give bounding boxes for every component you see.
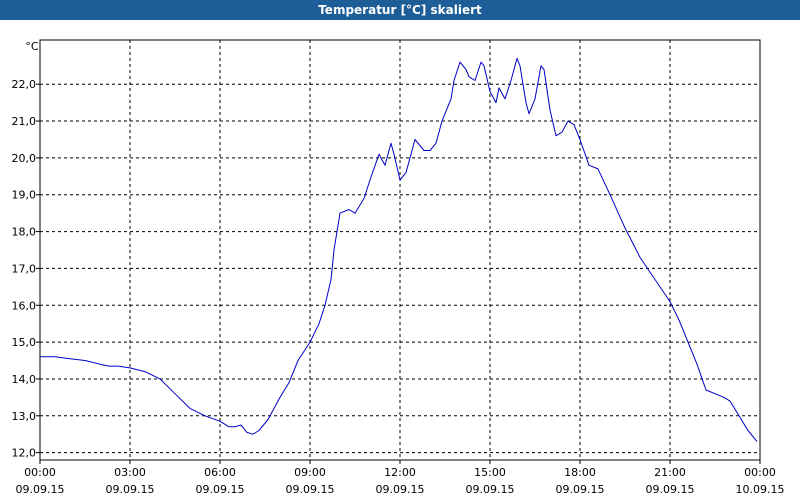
y-tick-label: 13,0	[12, 410, 37, 423]
x-tick-time-label: 00:00	[744, 466, 776, 479]
x-tick-time-label: 18:00	[564, 466, 596, 479]
y-tick-label: 19,0	[12, 189, 37, 202]
y-tick-label: 22,0	[12, 78, 37, 91]
x-tick-date-label: 09.09.15	[556, 483, 605, 496]
x-tick-date-label: 09.09.15	[376, 483, 425, 496]
grid	[40, 40, 760, 460]
x-tick-date-label: 10.09.15	[736, 483, 785, 496]
x-tick-date-label: 09.09.15	[646, 483, 695, 496]
x-tick-time-label: 06:00	[204, 466, 236, 479]
temperature-chart: °C 12,0 13,0 14,0 15,0 16,0 17,0 18,0 19,0 20,0 2…	[12, 39, 785, 496]
y-tick-label: 12,0	[12, 447, 37, 460]
y-axis-unit-label: °C	[25, 40, 39, 53]
x-tick-time-label: 12:00	[384, 466, 416, 479]
x-axis-ticks: 00:00 09.09.15 03:00 09.09.15 06:00 09.09.15 0…	[16, 460, 785, 496]
x-tick-date-label: 09.09.15	[466, 483, 515, 496]
x-tick-time-label: 03:00	[114, 466, 146, 479]
y-tick-label: 21,0	[12, 115, 37, 128]
x-tick-time-label: 15:00	[474, 466, 506, 479]
x-tick-date-label: 09.09.15	[106, 483, 155, 496]
temperature-line	[40, 57, 758, 442]
x-tick-time-label: 09:00	[294, 466, 326, 479]
y-tick-label: 18,0	[12, 226, 37, 239]
x-tick-date-label: 09.09.15	[286, 483, 335, 496]
x-tick-date-label: 09.09.15	[16, 483, 65, 496]
x-tick-date-label: 09.09.15	[196, 483, 245, 496]
y-axis-ticks: 12,0 13,0 14,0 15,0 16,0 17,0 18,0 19,0 20,0 21,0…	[12, 78, 40, 460]
y-tick-label: 15,0	[12, 336, 37, 349]
series-layer	[40, 57, 758, 442]
window-title: Temperatur [°C] skaliert	[0, 0, 800, 20]
y-tick-label: 14,0	[12, 373, 37, 386]
y-tick-label: 17,0	[12, 262, 37, 275]
x-tick-time-label: 21:00	[654, 466, 686, 479]
x-tick-time-label: 00:00	[24, 466, 56, 479]
y-tick-label: 16,0	[12, 299, 37, 312]
y-tick-label: 20,0	[12, 152, 37, 165]
